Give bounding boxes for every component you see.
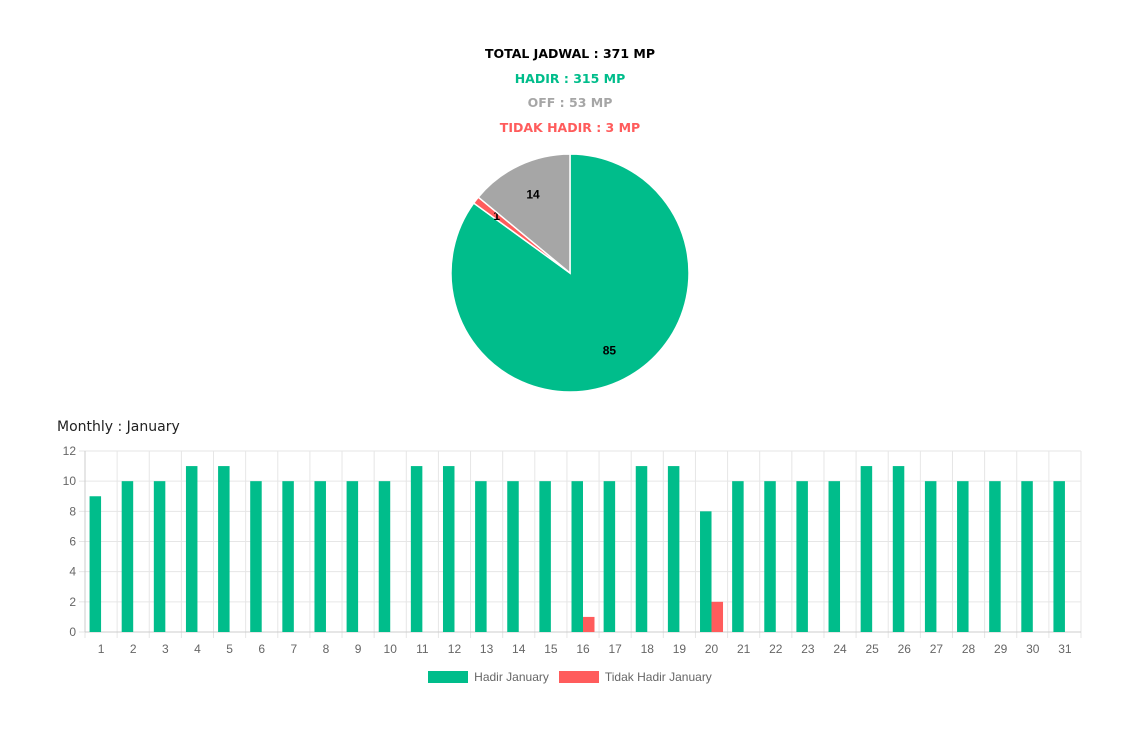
pie-slice-label: 1: [493, 209, 500, 223]
bar-hadir[interactable]: [989, 481, 1001, 632]
bar-hadir[interactable]: [892, 466, 905, 632]
bar-hadir[interactable]: [667, 466, 680, 632]
x-tick-label: 27: [930, 642, 944, 656]
x-tick-label: 1: [98, 642, 105, 656]
bar-hadir[interactable]: [700, 511, 712, 632]
bar-hadir[interactable]: [153, 481, 166, 632]
attendance-pie-chart: 85 1 14: [450, 153, 690, 393]
x-tick-label: 22: [769, 642, 783, 656]
bar-hadir[interactable]: [924, 481, 937, 632]
x-tick-label: 2: [130, 642, 137, 656]
legend-label: Tidak Hadir January: [604, 670, 712, 684]
bar-hadir[interactable]: [603, 481, 616, 632]
bar-hadir[interactable]: [442, 466, 455, 632]
bar-hadir[interactable]: [250, 481, 262, 632]
bar-hadir[interactable]: [185, 466, 198, 632]
x-tick-label: 8: [323, 642, 330, 656]
x-tick-label: 23: [801, 642, 815, 656]
bar-hadir[interactable]: [764, 481, 776, 632]
tidak-hadir-label: TIDAK HADIR : 3 MP: [499, 119, 641, 135]
x-tick-label: 16: [576, 642, 590, 656]
y-tick-label: 0: [69, 625, 76, 639]
bar-hadir[interactable]: [539, 481, 551, 632]
off-label: OFF : 53 MP: [527, 95, 613, 110]
pie-slice-off[interactable]: [477, 153, 571, 275]
y-tick-label: 2: [69, 595, 76, 609]
x-tick-label: 26: [898, 642, 912, 656]
x-tick-label: 4: [194, 642, 201, 656]
bar-hadir[interactable]: [121, 481, 134, 632]
y-tick-label: 12: [63, 444, 77, 458]
bar-hadir[interactable]: [410, 466, 423, 632]
pie-slice-label: 14: [526, 187, 540, 201]
bar-hadir[interactable]: [89, 496, 102, 632]
y-tick-label: 4: [69, 565, 76, 579]
x-tick-label: 11: [416, 642, 429, 656]
x-tick-label: 25: [865, 642, 879, 656]
x-tick-label: 30: [1026, 642, 1040, 656]
bar-hadir[interactable]: [282, 481, 294, 632]
x-tick-label: 15: [544, 642, 558, 656]
bar-hadir[interactable]: [1021, 481, 1033, 632]
bar-hadir[interactable]: [475, 481, 487, 632]
bar-hadir[interactable]: [507, 481, 519, 632]
legend-item-tidak-hadir[interactable]: Tidak Hadir January: [558, 670, 712, 684]
x-tick-label: 10: [384, 642, 398, 656]
x-tick-label: 14: [512, 642, 526, 656]
legend-swatch: [558, 671, 599, 683]
x-tick-label: 24: [833, 642, 847, 656]
bar-hadir[interactable]: [957, 481, 969, 632]
bar-hadir[interactable]: [314, 481, 326, 632]
bar-hadir[interactable]: [346, 481, 359, 632]
y-tick-label: 6: [69, 535, 76, 549]
total-jadwal-label: TOTAL JADWAL : 371 MP: [484, 46, 655, 61]
bar-chart-legend: Hadir January Tidak Hadir January: [0, 670, 1140, 684]
bar-hadir[interactable]: [378, 481, 391, 632]
bar-hadir[interactable]: [828, 481, 841, 632]
bar-hadir[interactable]: [796, 481, 808, 632]
x-tick-label: 17: [608, 642, 622, 656]
bar-hadir[interactable]: [860, 466, 873, 632]
bar-hadir[interactable]: [218, 466, 230, 632]
x-tick-label: 13: [480, 642, 494, 656]
legend-label: Hadir January: [474, 670, 549, 684]
summary-block: TOTAL JADWAL : 371 MP HADIR : 315 MP OFF…: [0, 42, 1140, 140]
x-tick-label: 29: [994, 642, 1008, 656]
x-tick-label: 6: [258, 642, 265, 656]
x-tick-label: 7: [290, 642, 297, 656]
x-tick-label: 3: [162, 642, 169, 656]
bar-hadir[interactable]: [732, 481, 744, 632]
bar-tidak-hadir[interactable]: [711, 601, 724, 632]
bar-hadir[interactable]: [571, 481, 584, 632]
x-tick-label: 18: [641, 642, 655, 656]
monthly-title: Monthly : January: [57, 419, 180, 435]
y-tick-label: 8: [69, 504, 76, 518]
bar-hadir[interactable]: [635, 466, 648, 632]
x-tick-label: 28: [962, 642, 976, 656]
hadir-label: HADIR : 315 MP: [514, 70, 626, 86]
legend-swatch: [428, 671, 469, 683]
x-tick-label: 9: [355, 642, 362, 656]
x-tick-label: 21: [737, 642, 751, 656]
pie-slice-label: 85: [603, 343, 617, 357]
bar-tidak-hadir[interactable]: [583, 616, 595, 632]
x-tick-label: 31: [1058, 642, 1072, 656]
x-tick-label: 19: [673, 642, 687, 656]
x-tick-label: 20: [705, 642, 719, 656]
x-tick-label: 5: [226, 642, 233, 656]
legend-item-hadir[interactable]: Hadir January: [428, 670, 549, 684]
y-tick-label: 10: [63, 474, 77, 488]
bar-hadir[interactable]: [1053, 481, 1065, 632]
x-tick-label: 12: [448, 642, 462, 656]
